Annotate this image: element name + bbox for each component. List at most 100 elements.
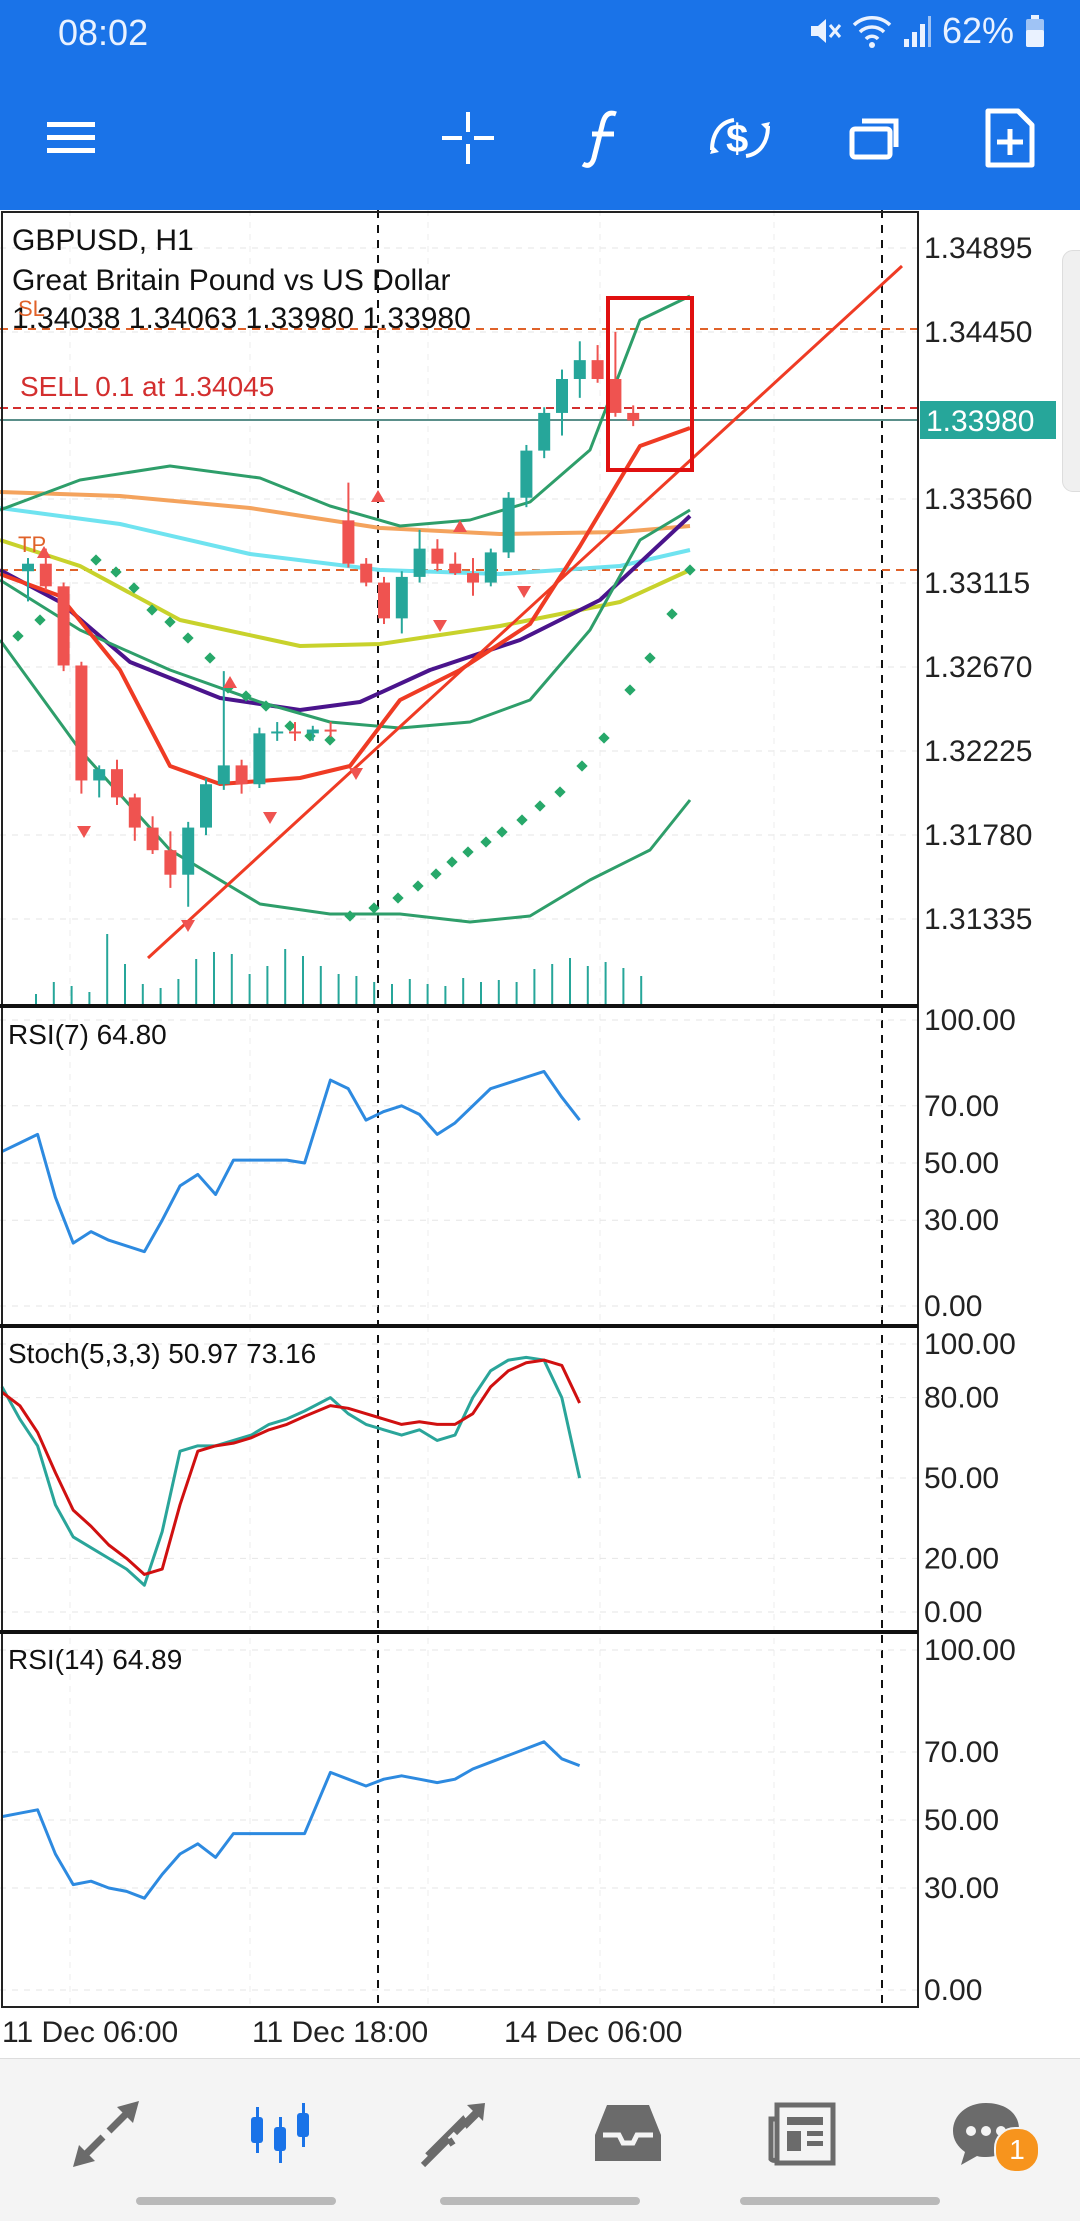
parabolic-sar-dot: [34, 614, 46, 626]
chat-icon[interactable]: 1: [926, 2089, 1046, 2179]
candle-body: [538, 412, 551, 451]
candle-body: [271, 731, 284, 734]
price-tick-label: 1.32670: [924, 651, 1032, 684]
candle-body: [217, 765, 230, 785]
parabolic-sar-dot: [260, 700, 272, 712]
parabolic-sar-dot: [368, 902, 380, 914]
chat-badge: 1: [994, 2127, 1040, 2173]
menu-icon[interactable]: [30, 96, 114, 180]
highlight-box: [606, 296, 694, 472]
chart-svg[interactable]: 1.34895 1.34450 1.33560 1.33115 1.32670 1.322…: [0, 210, 1080, 2060]
stoch-label: Stoch(5,3,3) 50.97 73.16: [8, 1338, 316, 1369]
time-tick-label: 11 Dec 18:00: [252, 2016, 428, 2049]
price-tick-label: 1.33115: [924, 567, 1030, 600]
parabolic-sar-dot: [324, 734, 336, 746]
ma-yellow-line: [0, 538, 691, 648]
candle-body: [128, 797, 141, 828]
indicator-tick-label: 0.00: [924, 1596, 982, 1629]
history-icon[interactable]: [578, 2089, 678, 2179]
parabolic-sar-dot: [128, 582, 140, 594]
parabolic-sar-dot: [110, 566, 122, 578]
chart-frame: [1, 211, 919, 2008]
fractal-up-arrow: [371, 490, 385, 502]
price-tick-label: 1.34450: [924, 316, 1032, 349]
parabolic-sar-dot: [644, 652, 656, 664]
candle-body: [235, 765, 248, 785]
order-label[interactable]: SELL 0.1 at 1.34045: [20, 371, 274, 402]
parabolic-sar-dot: [12, 630, 24, 642]
fractal-down-arrow: [181, 920, 195, 932]
status-time: 08:02: [58, 12, 149, 53]
candle-body: [39, 563, 52, 587]
parabolic-sar-dot: [534, 800, 546, 812]
indicator-tick-label: 50.00: [924, 1804, 999, 1837]
parabolic-sar-dot: [624, 684, 636, 696]
parabolic-sar-dot: [462, 846, 474, 858]
candle-body: [467, 573, 479, 583]
candle-body: [431, 548, 444, 564]
chart-scroll-handle[interactable]: [1062, 250, 1080, 492]
price-tick-label: 1.31780: [924, 819, 1032, 852]
trade-icon[interactable]: $: [698, 96, 782, 180]
candle-body: [556, 378, 568, 413]
parabolic-sar-dot: [412, 880, 424, 892]
indicator-tick-label: 70.00: [924, 1090, 999, 1123]
candle-body: [200, 784, 212, 828]
gesture-bar: [440, 2197, 640, 2205]
indicator-tick-label: 30.00: [924, 1872, 999, 1905]
parabolic-sar-dot: [182, 632, 194, 644]
battery-icon: [1026, 15, 1044, 47]
fractal-up-arrow: [223, 676, 237, 688]
price-tick-label: 1.31335: [924, 903, 1032, 936]
candle-body: [289, 731, 301, 734]
chart-area[interactable]: 1.34895 1.34450 1.33560 1.33115 1.32670 1.322…: [0, 210, 1080, 2060]
rsi14-label: RSI(14) 64.89: [8, 1644, 182, 1675]
gesture-bar: [740, 2197, 940, 2205]
candle-body: [146, 827, 159, 851]
indicator-tick-label: 0.00: [924, 1290, 982, 1323]
candle-body: [342, 520, 355, 564]
status-icons: 62%: [806, 10, 1046, 52]
top-toolbar: $: [0, 66, 1080, 210]
news-icon[interactable]: [752, 2089, 852, 2179]
candle-body: [413, 548, 426, 577]
candle-body: [75, 665, 88, 781]
chart-ohlc: 1.34038 1.34063 1.33980 1.33980: [12, 302, 471, 335]
indicator-tick-label: 30.00: [924, 1204, 999, 1237]
stoch-signal-line: [1, 1358, 581, 1576]
parabolic-sar-dot: [666, 608, 678, 620]
indicators-icon[interactable]: [562, 96, 646, 180]
quotes-icon[interactable]: [56, 2089, 156, 2179]
trade-nav-icon[interactable]: [404, 2089, 504, 2179]
chart-symbol: GBPUSD, H1: [12, 224, 194, 257]
chart-icon[interactable]: [230, 2089, 330, 2179]
parabolic-sar-dot: [90, 554, 102, 566]
parabolic-sar-dot: [164, 616, 176, 628]
svg-text:$: $: [726, 117, 748, 161]
indicator-tick-label: 100.00: [924, 1634, 1016, 1667]
time-tick-label: 14 Dec 06:00: [504, 2016, 682, 2049]
status-bar: 08:02 62%: [0, 0, 1080, 66]
fractal-up-arrow: [37, 546, 51, 558]
parabolic-sar-dot: [240, 690, 252, 702]
envelope-line: [0, 426, 691, 786]
rsi7-line: [1, 1069, 581, 1254]
price-tick-label: 1.34895: [924, 232, 1032, 265]
candle-body: [573, 360, 586, 379]
ma-purple-line: [0, 514, 692, 712]
indicator-tick-label: 0.00: [924, 1974, 982, 2007]
parabolic-sar-dot: [684, 564, 696, 576]
fractal-down-arrow: [349, 768, 363, 780]
fractal-down-arrow: [433, 620, 447, 632]
chart-window-icon[interactable]: [834, 96, 918, 180]
gesture-bar: [136, 2197, 336, 2205]
candle-body: [378, 582, 390, 619]
indicator-tick-label: 50.00: [924, 1462, 999, 1495]
candle-body: [520, 450, 533, 498]
new-order-icon[interactable]: [968, 96, 1052, 180]
ma-mid-line: [0, 506, 691, 576]
stoch-main-line: [0, 1355, 582, 1587]
crosshair-icon[interactable]: [426, 96, 510, 180]
wifi-icon: [852, 16, 892, 48]
candle-body: [449, 563, 462, 574]
